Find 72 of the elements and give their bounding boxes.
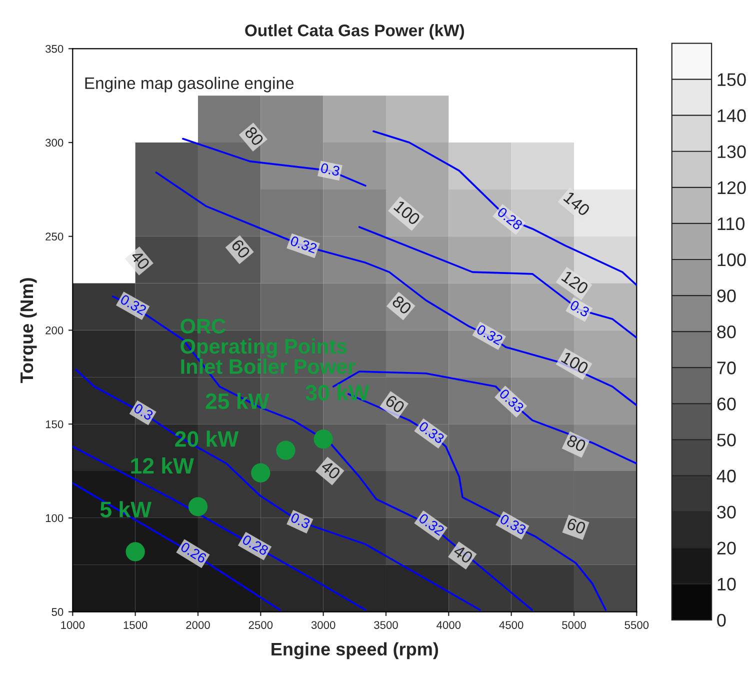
color-bar-label: 140 (718, 109, 746, 122)
annotation: 140 (563, 190, 591, 217)
annotation: 60 (566, 518, 586, 534)
annotation: 80 (566, 434, 587, 452)
annotation: 60 (384, 394, 406, 414)
color-bar-label: 100 (718, 253, 746, 266)
point (126, 542, 145, 562)
annotation: 5 kW (100, 501, 152, 518)
annotation: 60 (230, 238, 251, 260)
y-tick-label: 100 (46, 514, 64, 522)
annotation: 0.3 (290, 512, 311, 529)
annotation: 0.28 (242, 534, 270, 556)
x-tick-label: 2000 (186, 621, 210, 629)
color-bar-label: 110 (718, 217, 744, 230)
color-bar-label: 120 (718, 181, 746, 194)
y-tick-label: 350 (46, 44, 64, 53)
color-bar-label: 80 (717, 326, 736, 338)
annotation: 0.3 (569, 300, 590, 318)
x-axis-title: Engine speed (rpm) (272, 642, 438, 660)
annotation: 100 (393, 200, 421, 226)
annotation: 0.32 (418, 512, 445, 536)
color-bar-label: 90 (717, 289, 736, 302)
x-tick-label: 4000 (436, 621, 461, 629)
y-tick-label: 250 (46, 232, 64, 241)
annotation: 30 kW (306, 384, 370, 401)
color-bar-label: 40 (716, 470, 736, 482)
x-tick-label: 1500 (124, 621, 148, 629)
annotation: 0.32 (476, 324, 504, 346)
annotation: 0.32 (290, 236, 318, 254)
y-tick-label: 300 (46, 138, 64, 147)
annotation: 12 kW (131, 457, 194, 474)
color-bar-label: 0 (717, 614, 726, 627)
annotation: 120 (561, 270, 590, 295)
line-series (72, 446, 366, 611)
annotation: 40 (320, 460, 342, 480)
color-bar-label: 20 (717, 542, 736, 555)
y-tick-label: 50 (52, 608, 64, 616)
annotation: 80 (391, 294, 412, 315)
point (251, 463, 270, 482)
color-bar-label: 70 (717, 362, 736, 374)
x-tick-label: 3000 (311, 621, 336, 629)
color-bar-label: 10 (718, 578, 736, 591)
color-bar-label: 60 (717, 398, 736, 410)
color-bar-label: 130 (718, 145, 746, 158)
color-bar-label: 150 (718, 73, 746, 86)
annotation: 0.28 (496, 206, 524, 230)
annotation: 80 (244, 126, 264, 147)
annotation: 40 (452, 544, 474, 564)
x-tick-label: 2500 (248, 621, 273, 629)
annotation: 100 (560, 351, 590, 375)
y-tick-label: 200 (46, 326, 64, 334)
x-tick-label: 5000 (562, 621, 586, 629)
x-tick-label: 4500 (499, 621, 524, 629)
annotation: 0.3 (320, 162, 340, 176)
annotation: 0.32 (120, 294, 147, 316)
annotation: 0.33 (418, 420, 445, 444)
chart-title: Outlet Cata Gas Power (kW) (245, 24, 464, 40)
y-tick-label: 150 (46, 420, 64, 428)
annotation: 0.33 (498, 388, 524, 414)
color-bar-label: 30 (717, 506, 736, 518)
annotation: Engine map gasoline engine (85, 76, 294, 92)
x-tick-label: 3500 (374, 621, 398, 629)
point (188, 497, 208, 516)
annotation: 0.33 (499, 514, 527, 536)
annotation: 40 (130, 249, 150, 270)
annotation: 0.3 (133, 402, 154, 421)
annotation: 0.26 (180, 542, 208, 564)
point (314, 430, 333, 449)
y-axis-title: Torque (Nm) (20, 278, 37, 384)
x-tick-label: 5500 (624, 621, 649, 629)
color-bar-label: 50 (717, 434, 736, 446)
x-tick-label: 1000 (61, 621, 85, 629)
